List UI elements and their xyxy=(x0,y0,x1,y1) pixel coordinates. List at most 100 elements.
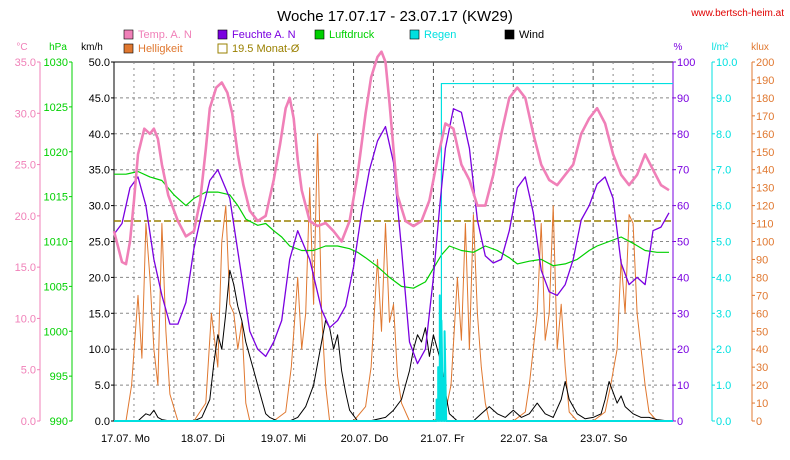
series-line-pressure xyxy=(114,170,669,289)
axis-tick-label-humidity: 30 xyxy=(677,308,689,320)
axis-tick-label-pressure: 1030 xyxy=(44,57,68,69)
axis-tick-label-pressure: 995 xyxy=(50,371,68,383)
axis-tick-label-brightness: 20 xyxy=(756,380,768,392)
legend-swatch-pressure xyxy=(314,29,325,40)
axis-tick-label-humidity: 100 xyxy=(677,57,695,69)
series-line-brightness xyxy=(114,133,669,422)
axis-tick-label-humidity: 80 xyxy=(677,129,689,141)
axis-unit-temp: °C xyxy=(16,42,27,53)
x-tick-label: 22.07. Sa xyxy=(500,433,548,445)
axis-tick-label-wind: 45.0 xyxy=(89,93,110,105)
axis-tick-label-temp: 30.0 xyxy=(15,108,36,120)
axis-tick-label-pressure: 1025 xyxy=(44,102,68,114)
site-url[interactable]: www.bertsch-heim.at xyxy=(690,8,784,19)
legend-swatch-rain xyxy=(409,29,420,40)
axis-unit-pressure: hPa xyxy=(49,42,67,53)
series-rain-total xyxy=(440,82,673,421)
axis-tick-label-wind: 50.0 xyxy=(89,57,110,69)
x-tick-label: 17.07. Mo xyxy=(101,433,150,445)
x-tick-label: 18.07. Di xyxy=(181,433,225,445)
axis-tick-label-wind: 15.0 xyxy=(89,308,110,320)
legend-label-humidity: Feuchte A. N xyxy=(232,29,296,41)
axis-tick-label-rain: 4.0 xyxy=(716,272,731,284)
axis-tick-label-wind: 40.0 xyxy=(89,129,110,141)
axis-tick-label-wind: 0.0 xyxy=(95,416,110,428)
legend-label-monthly_avg: 19.5 Monat-Ø xyxy=(232,43,300,55)
x-tick-label: 21.07. Fr xyxy=(420,433,464,445)
legend-swatch-temp xyxy=(123,29,134,40)
axis-tick-label-rain: 8.0 xyxy=(716,129,731,141)
axis-tick-label-brightness: 160 xyxy=(756,129,774,141)
axis-tick-label-brightness: 180 xyxy=(756,93,774,105)
axis-tick-label-wind: 35.0 xyxy=(89,165,110,177)
axis-tick-label-humidity: 90 xyxy=(677,93,689,105)
series-line-rain xyxy=(114,294,673,422)
axis-unit-humidity: % xyxy=(674,42,683,53)
axis-tick-label-brightness: 90 xyxy=(756,254,768,266)
legend: Temp. A. N Feuchte A. N Luftdruck Regen Wind… xyxy=(123,29,544,55)
legend-label-brightness: Helligkeit xyxy=(138,43,183,55)
axis-tick-label-pressure: 1005 xyxy=(44,281,68,293)
axis-tick-label-rain: 6.0 xyxy=(716,201,731,213)
axis-tick-label-humidity: 40 xyxy=(677,272,689,284)
axis-tick-label-rain: 3.0 xyxy=(716,308,731,320)
legend-label-pressure: Luftdruck xyxy=(329,29,375,41)
axis-tick-label-wind: 10.0 xyxy=(89,344,110,356)
legend-label-temp: Temp. A. N xyxy=(138,29,192,41)
axis-tick-label-humidity: 10 xyxy=(677,380,689,392)
legend-swatch-wind xyxy=(504,29,515,40)
axis-tick-label-brightness: 0 xyxy=(756,416,762,428)
axis-unit-rain: l/m² xyxy=(712,42,729,53)
axis-tick-label-rain: 7.0 xyxy=(716,165,731,177)
axis-tick-label-brightness: 190 xyxy=(756,75,774,87)
plot-area xyxy=(112,50,673,422)
axis-tick-label-humidity: 20 xyxy=(677,344,689,356)
legend-swatch-brightness xyxy=(123,43,134,54)
axis-tick-label-temp: 35.0 xyxy=(15,57,36,69)
axis-tick-label-rain: 5.0 xyxy=(716,237,731,249)
legend-label-rain: Regen xyxy=(424,29,456,41)
axis-tick-label-brightness: 70 xyxy=(756,290,768,302)
axis-tick-label-rain: 10.0 xyxy=(716,57,737,69)
axis-tick-label-brightness: 40 xyxy=(756,344,768,356)
axis-tick-label-brightness: 10 xyxy=(756,398,768,410)
axis-tick-label-rain: 9.0 xyxy=(716,93,731,105)
axis-tick-label-temp: 0.0 xyxy=(21,416,36,428)
axis-tick-label-humidity: 0 xyxy=(677,416,683,428)
axis-tick-label-temp: 10.0 xyxy=(15,313,36,325)
axes: °C 0.0 5.0 10.0 15.0 20.0 25.0 30.0 35.0 hPa 990 99… xyxy=(15,42,775,445)
axis-tick-label-pressure: 1015 xyxy=(44,192,68,204)
axis-tick-label-rain: 2.0 xyxy=(716,344,731,356)
axis-tick-label-pressure: 1010 xyxy=(44,237,68,249)
axis-tick-label-brightness: 170 xyxy=(756,111,774,123)
axis-tick-label-brightness: 80 xyxy=(756,272,768,284)
axis-tick-label-wind: 20.0 xyxy=(89,272,110,284)
axis-tick-label-brightness: 60 xyxy=(756,308,768,320)
axis-tick-label-brightness: 150 xyxy=(756,147,774,159)
axis-tick-label-humidity: 70 xyxy=(677,165,689,177)
axis-tick-label-temp: 15.0 xyxy=(15,262,36,274)
axis-tick-label-brightness: 120 xyxy=(756,201,774,213)
axis-tick-label-humidity: 60 xyxy=(677,201,689,213)
axis-tick-label-pressure: 1000 xyxy=(44,326,68,338)
axis-tick-label-wind: 30.0 xyxy=(89,201,110,213)
axis-tick-label-brightness: 30 xyxy=(756,362,768,374)
series-line-temp xyxy=(112,50,670,266)
axis-tick-label-brightness: 110 xyxy=(756,219,774,231)
axis-tick-label-pressure: 1020 xyxy=(44,147,68,159)
axis-tick-label-temp: 20.0 xyxy=(15,211,36,223)
axis-unit-wind: km/h xyxy=(81,42,103,53)
x-tick-label: 20.07. Do xyxy=(341,433,389,445)
series-line-humidity xyxy=(113,108,670,365)
x-tick-label: 19.07. Mi xyxy=(261,433,306,445)
axis-tick-label-rain: 1.0 xyxy=(716,380,731,392)
axis-tick-label-brightness: 100 xyxy=(756,237,774,249)
axis-tick-label-rain: 0.0 xyxy=(716,416,731,428)
legend-label-wind: Wind xyxy=(519,29,544,41)
axis-tick-label-humidity: 50 xyxy=(677,237,689,249)
axis-tick-label-brightness: 130 xyxy=(756,183,774,195)
axis-tick-label-temp: 5.0 xyxy=(21,365,36,377)
chart-title: Woche 17.07.17 - 23.07.17 (KW29) xyxy=(277,8,513,25)
x-tick-label: 23.07. So xyxy=(580,433,627,445)
